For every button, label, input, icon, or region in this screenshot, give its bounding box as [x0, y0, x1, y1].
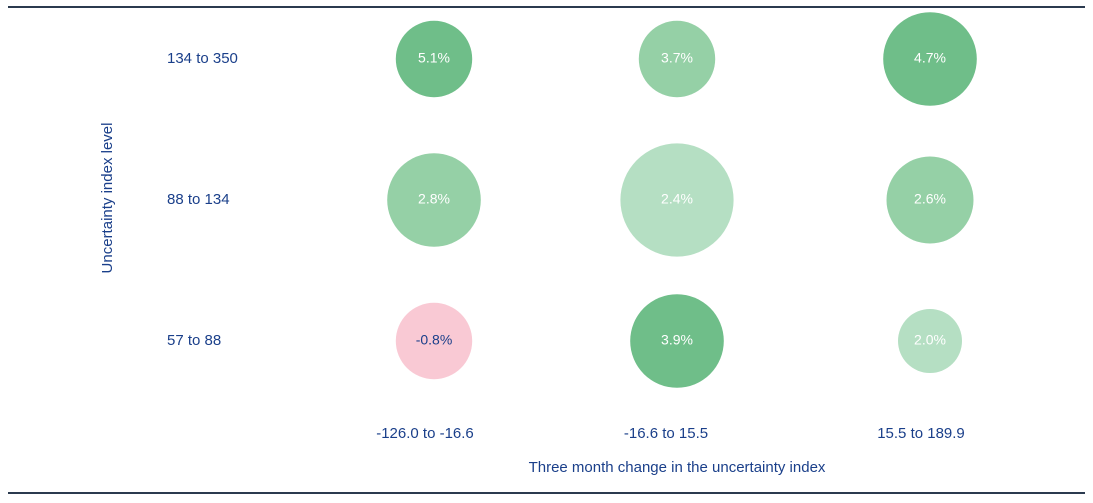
bubble-value-label: 2.4%	[661, 191, 693, 207]
row-label: 88 to 134	[167, 191, 230, 208]
row-label: 134 to 350	[167, 50, 238, 67]
bubble-value-label: 2.8%	[418, 191, 450, 207]
row-label: 57 to 88	[167, 332, 221, 349]
bubbles-group: 5.1% 3.7% 4.7% 2.8% 2.4% 2.6% -0.8% 3.9% 2.0%	[387, 12, 977, 388]
bubble-value-label: 2.0%	[914, 332, 946, 348]
bubble	[395, 302, 473, 380]
bubble	[898, 309, 962, 373]
bubble-value-label: 3.9%	[661, 332, 693, 348]
bubble-value-label: 2.6%	[914, 191, 946, 207]
bubble	[630, 294, 724, 388]
column-label: -126.0 to -16.6	[376, 425, 474, 442]
bubble-value-label: 4.7%	[914, 50, 946, 66]
bubble	[886, 156, 974, 244]
bubble-value-label: 5.1%	[418, 50, 450, 66]
column-label: -16.6 to 15.5	[624, 425, 708, 442]
y-axis-title: Uncertainty index level	[99, 123, 116, 274]
column-label: 15.5 to 189.9	[877, 425, 965, 442]
bubble-value-label: 3.7%	[661, 50, 693, 66]
bubble	[883, 12, 977, 106]
bubble-value-label: -0.8%	[416, 332, 453, 348]
bubble	[395, 20, 473, 98]
bubble	[638, 20, 716, 98]
x-axis-title: Three month change in the uncertainty in…	[529, 459, 826, 476]
bubble	[620, 143, 734, 257]
bubble	[387, 153, 481, 247]
